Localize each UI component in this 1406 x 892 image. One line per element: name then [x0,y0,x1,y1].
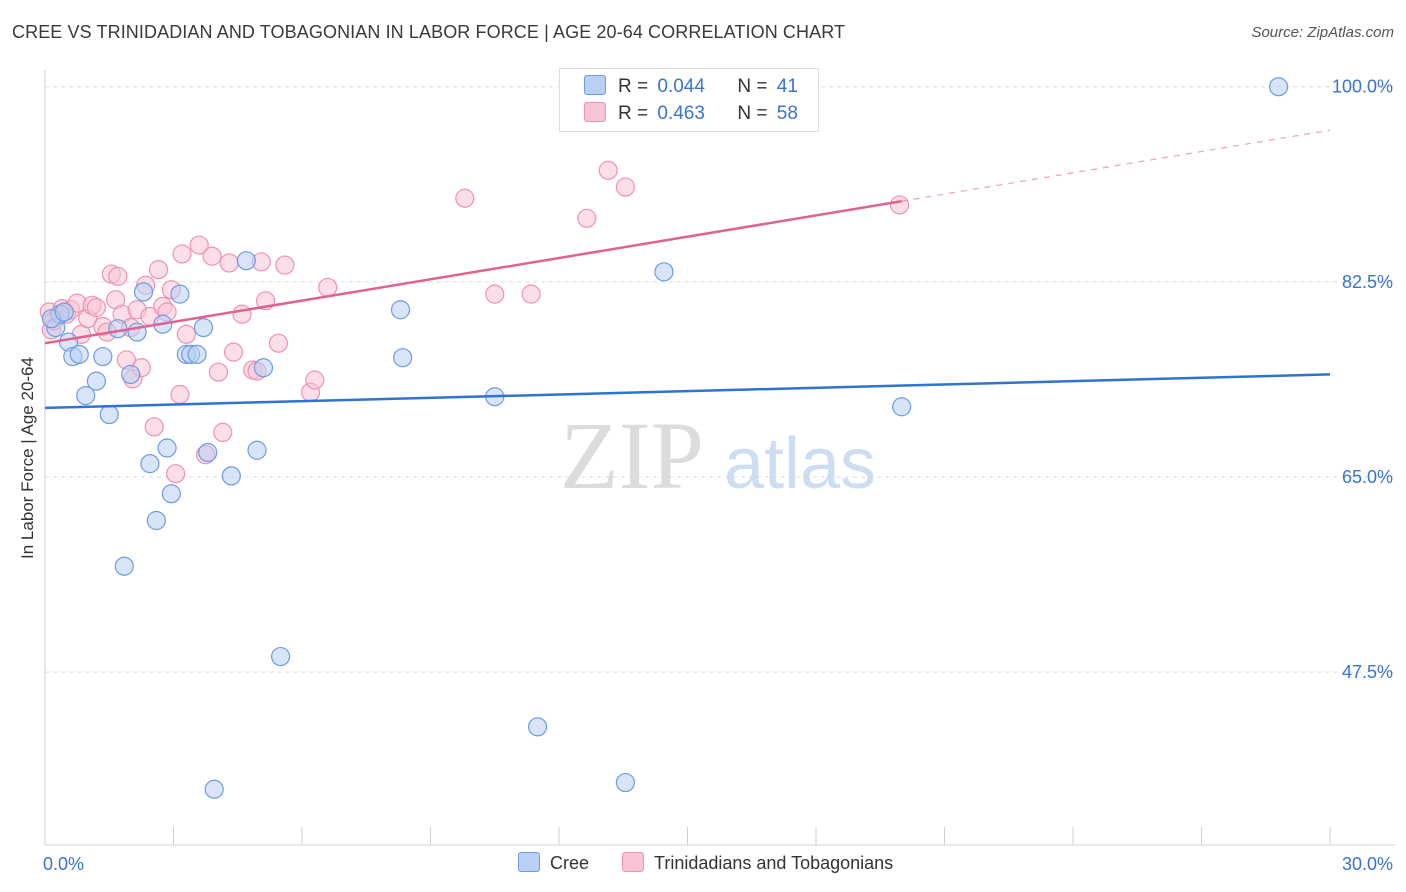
point-cree-8 [99,404,119,425]
point-tt-46 [275,255,295,275]
point-tt-10 [86,297,107,318]
legend-n-label: N = [737,103,768,124]
correlation-legend: R = 0.044 N = 41 R = 0.463 N = 58 [559,68,819,132]
point-cree-38 [1268,77,1289,97]
point-cree-40 [54,302,74,322]
x-tick-label-0: 0.0% [43,854,84,874]
point-cree-19 [170,284,190,304]
point-cree-35 [615,772,635,793]
y-axis-title: In Labor Force | Age 20-64 [18,357,37,559]
point-tt-32 [176,324,196,344]
point-tt-55 [615,177,635,197]
point-tt-45 [268,333,289,353]
legend-n-value-cree: 41 [776,76,798,97]
y-tick-label-3: 47.5% [1342,662,1393,682]
point-tt-37 [213,422,233,443]
point-cree-22 [187,344,207,364]
point-cree-30 [270,646,291,667]
point-cree-10 [114,556,134,576]
bottom-legend-label-cree: Cree [550,853,590,873]
watermark-zip: ZIP [560,402,704,509]
point-tt-48 [305,370,325,390]
bottom-legend-label-tt: Trinidadians and Tobagonians [654,853,894,873]
gridlines [45,86,1395,673]
point-cree-5 [76,386,96,406]
point-tt-39 [223,342,244,362]
legend-r-value-cree: 0.044 [657,76,705,97]
series-cree-points [41,77,1289,799]
trend-line-tt [44,199,902,345]
watermark: ZIP atlas [560,402,876,509]
point-tt-30 [170,384,190,405]
point-tt-51 [485,284,505,304]
point-tt-49 [318,277,338,298]
point-cree-25 [204,779,224,799]
watermark-atlas: atlas [724,424,876,504]
legend-r-label: R = [618,103,649,124]
point-tt-38 [219,253,239,273]
point-tt-50 [455,188,475,208]
bottom-legend-tt: Trinidadians and Tobagonians [622,852,893,874]
point-cree-31 [390,300,411,320]
trend-line-extension-tt [901,129,1331,202]
point-tt-54 [598,160,618,180]
point-tt-52 [521,284,541,304]
tick-labels: 100.0% 82.5% 65.0% 47.5% 0.0% 30.0% [43,77,1393,874]
legend-r-value-tt: 0.463 [657,103,705,124]
legend-row-cree: R = 0.044 N = 41 [584,75,798,99]
point-cree-26 [221,466,241,486]
point-cree-32 [393,348,413,368]
point-cree-11 [121,364,141,385]
point-tt-33 [189,235,209,255]
point-cree-28 [247,440,267,460]
x-tick-label-1: 30.0% [1342,854,1393,874]
point-tt-40 [232,304,252,324]
point-cree-36 [654,262,674,282]
legend-n-label: N = [737,76,768,97]
point-cree-6 [86,371,107,391]
legend-row-tt: R = 0.463 N = 58 [584,102,798,126]
y-tick-label-0: 100.0% [1332,77,1393,97]
legend-swatch-cree [584,75,606,95]
point-tt-36 [208,362,229,382]
point-tt-53 [577,208,597,228]
point-cree-17 [157,438,177,458]
point-cree-7 [93,346,113,367]
bottom-legend-swatch-cree [518,852,540,872]
point-cree-9 [108,319,128,339]
bottom-legend-swatch-tt [622,852,644,872]
point-cree-23 [193,317,214,338]
point-tt-56 [889,195,910,215]
point-cree-27 [236,251,256,271]
point-cree-13 [133,282,154,302]
point-cree-34 [527,717,548,737]
y-tick-label-2: 65.0% [1342,467,1393,487]
point-tt-29 [166,464,186,484]
point-cree-37 [892,397,912,417]
chart-title: CREE VS TRINIDADIAN AND TOBAGONIAN IN LA… [12,22,846,42]
trend-line-cree [44,373,1331,410]
point-tt-35 [202,246,222,266]
y-tick-label-1: 82.5% [1342,272,1393,292]
bottom-legend-cree: Cree [518,852,589,874]
point-tt-24 [144,417,164,437]
legend-swatch-tt [584,102,606,122]
axes [44,70,1395,846]
point-cree-18 [161,484,181,504]
point-cree-14 [140,454,160,474]
point-tt-15 [108,266,128,286]
point-tt-25 [148,260,169,280]
point-cree-24 [198,442,218,463]
point-cree-15 [146,510,166,531]
point-cree-29 [253,358,274,378]
trend-lines [44,129,1331,410]
legend-r-label: R = [618,76,649,97]
source-credit: Source: ZipAtlas.com [1251,24,1394,41]
point-cree-4 [69,344,89,364]
point-tt-31 [172,244,192,264]
legend-n-value-tt: 58 [776,103,798,124]
